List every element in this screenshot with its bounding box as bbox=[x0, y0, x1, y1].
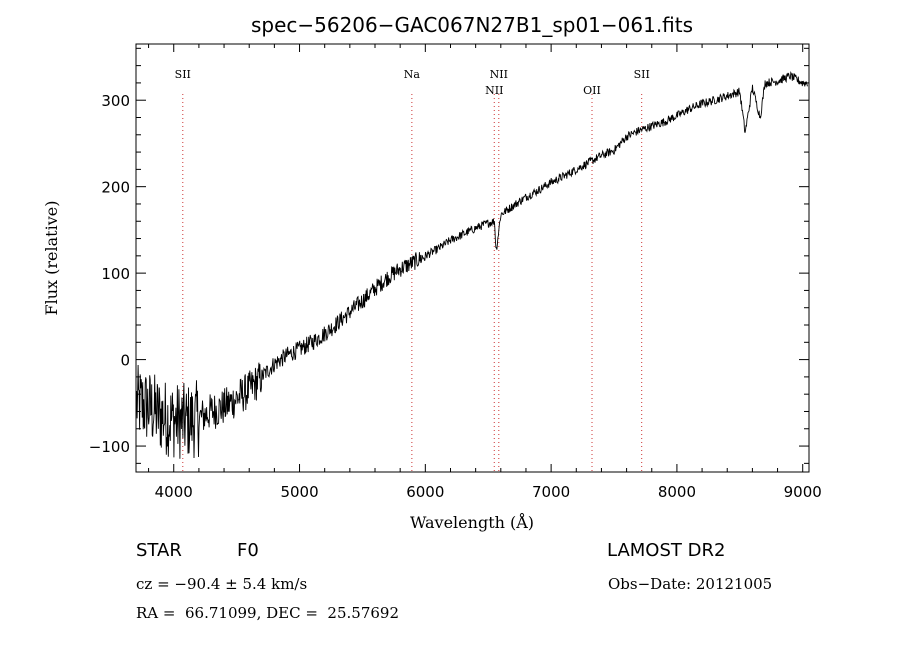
reference-line-label: SII bbox=[175, 68, 191, 81]
y-tick-label: 0 bbox=[120, 352, 130, 370]
spectrum-line bbox=[136, 70, 808, 459]
spectrum-series bbox=[136, 70, 808, 459]
reference-lines: SII Na NII NII OII SII bbox=[175, 68, 650, 472]
y-tick-label: 200 bbox=[101, 179, 130, 197]
coordinates-text: RA = 66.71099, DEC = 25.57692 bbox=[136, 604, 400, 622]
y-tick-label: 300 bbox=[101, 92, 130, 110]
x-tick-label: 4000 bbox=[155, 483, 193, 501]
plot-frame bbox=[135, 43, 810, 473]
x-axis-label: Wavelength (Å) bbox=[410, 512, 534, 532]
obs-date-text: Obs−Date: 20121005 bbox=[608, 575, 773, 593]
y-tick-label: −100 bbox=[89, 438, 130, 456]
spectral-subclass: F0 bbox=[237, 540, 259, 561]
survey-label: LAMOST DR2 bbox=[607, 540, 726, 561]
x-tick-label: 7000 bbox=[532, 483, 570, 501]
reference-line-label: Na bbox=[404, 68, 421, 81]
x-tick-label: 5000 bbox=[280, 483, 318, 501]
y-axis-label: Flux (relative) bbox=[42, 201, 61, 316]
y-tick-label: 100 bbox=[101, 265, 130, 283]
reference-line-label: NII bbox=[485, 84, 503, 97]
y-axis: −100 0 100 200 300 bbox=[89, 47, 809, 464]
chart-title: spec−56206−GAC067N27B1_sp01−061.fits bbox=[251, 13, 693, 37]
reference-line-label: OII bbox=[583, 84, 601, 97]
reference-line-label: SII bbox=[634, 68, 650, 81]
x-axis: 4000 5000 6000 7000 8000 9000 bbox=[148, 44, 822, 501]
object-class: STAR bbox=[136, 540, 182, 561]
x-tick-label: 8000 bbox=[658, 483, 696, 501]
redshift-text: cz = −90.4 ± 5.4 km/s bbox=[136, 575, 308, 593]
x-tick-label: 6000 bbox=[406, 483, 444, 501]
x-tick-label: 9000 bbox=[784, 483, 822, 501]
reference-line-label: NII bbox=[490, 68, 508, 81]
